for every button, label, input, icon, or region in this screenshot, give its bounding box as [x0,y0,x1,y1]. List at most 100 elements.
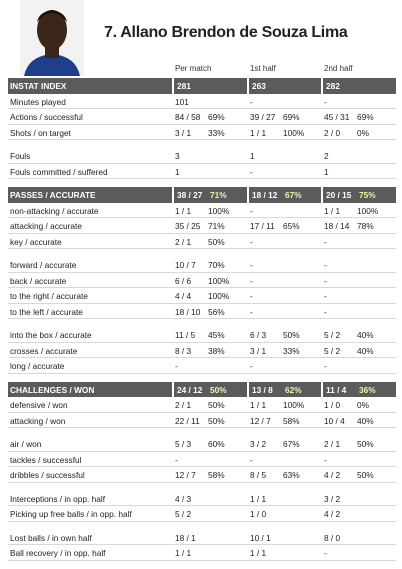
percent: 58% [283,415,300,426]
stat-label: Picking up free balls / in opp. half [10,509,132,519]
stat-label: to the left / accurate [10,306,83,317]
percent: 0% [357,400,369,410]
stat-row: Fouls 3 1 2 [8,148,396,164]
value: 12 / 7 [175,470,196,480]
stat-row: Interceptions / in opp. half 4 / 3 1 / 1 3 … [8,491,396,506]
cell: - [321,304,396,319]
value: 18 / 1 [175,532,196,543]
stat-row: to the right / accurate 4 / 4 100% - - [8,288,396,304]
stat-label: Minutes played [10,96,66,107]
section-header: PASSES / ACCURATE 38 / 27 71% 18 / 12 67% 20 … [8,187,396,203]
cell: 45 / 31 69% [321,109,396,124]
value: - [324,361,327,371]
stat-row: forward / accurate 10 / 7 70% - - [8,257,396,273]
cell: 282 [321,78,396,94]
cell: 3 [172,148,247,163]
value: 4 / 4 [175,291,192,301]
cell: 2 / 1 50% [172,397,247,412]
player-name: 7. Allano Brendon de Souza Lima [104,24,348,41]
cell: 8 / 5 63% [247,467,321,482]
stat-label: crosses / accurate [10,345,78,356]
percent: 100% [283,127,305,138]
stat-row: Fouls committed / suffered 1 - 1 [8,164,396,179]
cell: - [172,452,247,467]
cell: - [321,358,396,373]
cell: 8 / 0 [321,530,396,545]
value: - [324,96,327,107]
value: 6 / 6 [175,275,192,286]
cell: 84 / 58 69% [172,109,247,124]
percent: 50% [357,470,374,480]
section-header: CHALLENGES / WON 24 / 12 50% 13 / 8 62% 11 / … [8,381,396,397]
value: 3 / 1 [250,345,267,356]
value: - [250,454,253,465]
value: 20 / 15 [326,190,352,200]
value: 5 / 2 [175,509,192,519]
cell: 263 [247,78,321,94]
stat-row: to the left / accurate 18 / 10 56% - - [8,304,396,319]
cell: - [321,452,396,467]
cell: 1 / 0 [247,506,321,521]
percent: 69% [357,112,374,122]
stat-row: attacking / accurate 35 / 25 71% 17 / 11 65%… [8,218,396,234]
value: - [175,454,178,465]
value: - [250,275,253,286]
column-header: 1st half [250,64,276,73]
cell: - [247,257,321,272]
cell: 6 / 6 100% [172,273,247,288]
value: 35 / 25 [175,221,201,231]
stats-table: INSTAT INDEX 281 263 282 Minutes played 101 - -… [8,78,396,561]
cell: 2 [321,148,396,163]
stat-label: Actions / successful [10,112,83,122]
value: 6 / 3 [250,330,267,340]
percent: 75% [359,190,376,200]
value: - [324,260,327,270]
percent: 33% [208,127,225,138]
percent: 38% [208,345,225,356]
cell: 4 / 2 50% [321,467,396,482]
cell: 3 / 2 67% [247,436,321,451]
value: 5 / 2 [324,330,341,340]
percent: 78% [357,221,374,231]
stat-label: forward / accurate [10,260,77,270]
percent: 100% [208,275,230,286]
percent: 50% [208,400,225,410]
stat-row: Actions / successful 84 / 58 69% 39 / 27 69%… [8,109,396,125]
value: 2 / 0 [324,127,341,138]
value: 5 / 2 [324,345,341,356]
cell: 1 / 1 [247,491,321,506]
cell: 18 / 1 [172,530,247,545]
percent: 100% [283,400,305,410]
spacer [8,179,396,187]
cell: 18 / 10 56% [172,304,247,319]
cell: - [247,273,321,288]
value: 4 / 2 [324,470,341,480]
cell: 2 / 1 50% [172,234,247,249]
cell: - [247,358,321,373]
stat-label: to the right / accurate [10,291,88,301]
stat-row: long / accurate - - - [8,358,396,374]
stat-row: attacking / won 22 / 11 50% 12 / 7 58% 10 / 4… [8,413,396,428]
stat-row: crosses / accurate 8 / 3 38% 3 / 1 33% 5 / 2 4… [8,343,396,358]
percent: 100% [208,205,230,216]
column-headers: Per match 1st half 2nd half [0,64,402,76]
percent: 33% [283,345,300,356]
stat-row: defensive / won 2 / 1 50% 1 / 1 100% 1 / 0 0% [8,397,396,413]
value: 3 / 1 [175,127,192,138]
value: 13 / 8 [252,384,273,395]
percent: 65% [283,221,300,231]
value: - [250,361,253,371]
value: 1 / 1 [250,127,267,138]
percent: 71% [208,221,225,231]
value: 1 [250,151,255,161]
value: 10 / 7 [175,260,196,270]
value: 10 / 1 [250,532,271,543]
cell: - [172,358,247,373]
percent: 58% [208,470,225,480]
section-label: CHALLENGES / WON [10,384,95,395]
stat-row: Lost balls / in own half 18 / 1 10 / 1 8 / … [8,530,396,545]
stat-label: defensive / won [10,400,68,410]
cell: - [321,257,396,272]
cell: 38 / 27 71% [172,187,247,203]
value: 8 / 0 [324,532,341,543]
